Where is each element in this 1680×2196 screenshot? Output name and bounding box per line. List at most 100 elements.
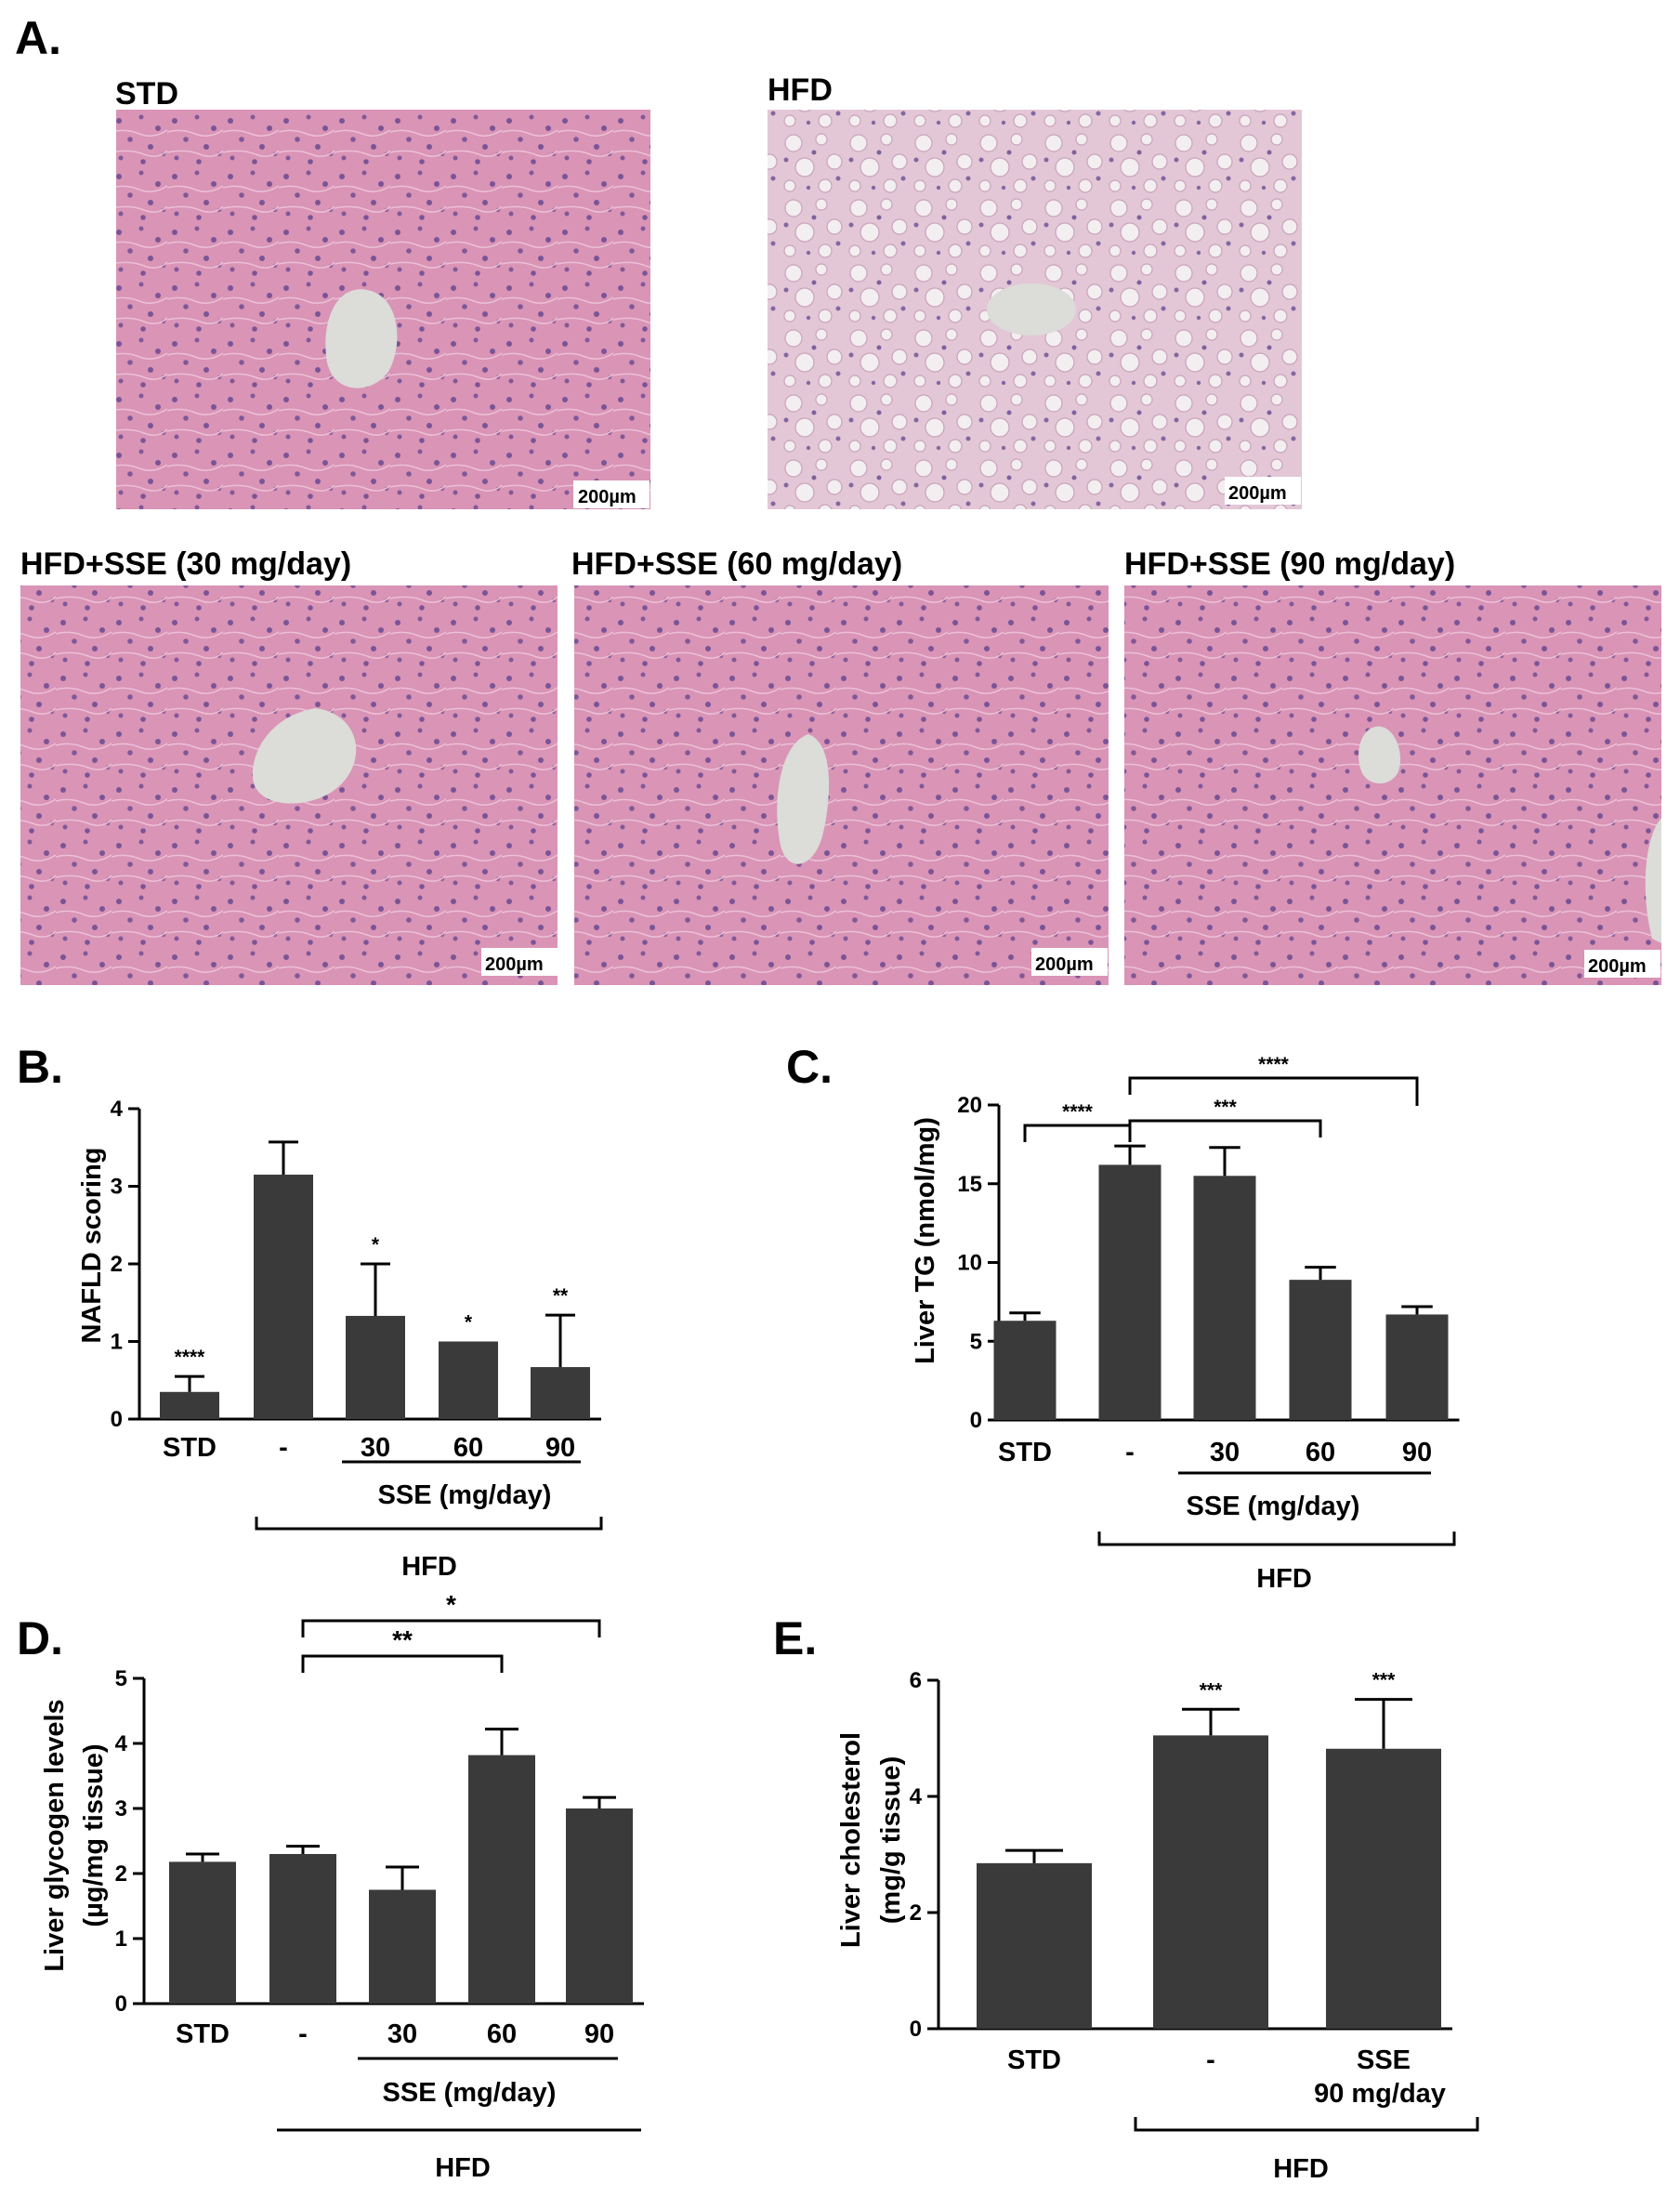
chart-b-category-label: - [279, 1433, 288, 1463]
chart-b-significance-label: ** [553, 1285, 569, 1307]
panel-e-category-sub: 90 mg/day [1314, 2079, 1446, 2109]
chart-e-category-label: - [1206, 2045, 1215, 2075]
panel-e: E. Liver cholesterol (mg/g tissue) 0 2 4 6 S… [773, 1612, 1479, 2184]
chart-b-y-tick-label: 1 [111, 1330, 123, 1355]
chart-d-comparison-bracket [301, 1654, 504, 1673]
chart-b-y-tick-label: 4 [111, 1097, 124, 1122]
chart-e-bar [1153, 1735, 1268, 2029]
chart-b-bar [346, 1315, 405, 1419]
chart-b-bar [531, 1367, 590, 1419]
chart-c-comparison-label: *** [1214, 1097, 1237, 1118]
chart-c-comparison-bracket [1023, 1124, 1132, 1142]
central-vein [252, 708, 357, 804]
chart-c-bar [993, 1321, 1057, 1420]
chart-c-y-tick-label: 15 [957, 1172, 982, 1197]
scalebar-box [1584, 950, 1660, 978]
scalebar-box [1031, 948, 1108, 976]
chart-d-category-label: 60 [487, 2019, 517, 2049]
chart-b-category-label: STD [163, 1433, 217, 1463]
chart-c-comparison-bracket [1128, 1119, 1322, 1137]
panel-b-sse-label: SSE (mg/day) [378, 1480, 552, 1510]
chart-d-y-tick-label: 4 [115, 1731, 128, 1756]
chart-c-y-tick-label: 0 [970, 1408, 982, 1433]
chart-e-y-tick-label: 0 [910, 2017, 922, 2042]
panel-d: D. Liver glycogen levels (µg/mg tissue) … [17, 1590, 644, 2183]
micrograph-std: STD 200µm [115, 76, 650, 509]
chart-d-bar [468, 1755, 535, 2004]
panel-b-letter: B. [17, 1041, 63, 1093]
panel-d-letter: D. [17, 1612, 63, 1664]
panel-e-y-axis-label-line2: (mg/g tissue) [876, 1756, 906, 1924]
chart-c-bar [1193, 1176, 1256, 1420]
central-vein [1358, 726, 1401, 784]
chart-c-bar [1385, 1314, 1449, 1420]
panel-d-y-axis-label-line2: (µg/mg tissue) [79, 1743, 109, 1926]
panel-b-y-axis-label: NAFLD scoring [77, 1147, 107, 1343]
panel-e-hfd-label: HFD [1273, 2154, 1329, 2184]
panel-c: C. Liver TG (nmol/mg) 0 5 10 15 20 STD - 30 60 90… [786, 1041, 1460, 1594]
panel-a: A. STD 200µm HFD 200µm HFD+SSE (30 mg/da… [15, 12, 1661, 985]
panel-c-letter: C. [786, 1041, 833, 1093]
chart-d-bar [169, 1861, 236, 2004]
micrograph-title-sse-60: HFD+SSE (60 mg/day) [571, 546, 902, 582]
scalebar-box [573, 480, 650, 508]
micrograph-title-sse-90: HFD+SSE (90 mg/day) [1124, 546, 1455, 582]
chart-b-bar [439, 1341, 498, 1419]
chart-b-significance-label: * [465, 1312, 473, 1334]
chart-e-category-label: SSE [1357, 2045, 1411, 2075]
central-vein [987, 283, 1076, 335]
panel-d-sse-label: SSE (mg/day) [383, 2078, 557, 2108]
chart-d-category-label: STD [176, 2019, 230, 2049]
chart-d-comparison-label: * [446, 1590, 456, 1619]
chart-d-bar [269, 1854, 336, 2004]
chart-e-y-tick-label: 4 [910, 1784, 923, 1809]
micrograph-hfd: HFD 200µm [768, 72, 1302, 509]
chart-c-category-label: 90 [1402, 1438, 1432, 1467]
chart-c-comparison-label: **** [1062, 1101, 1094, 1123]
edge-vessel [1645, 818, 1661, 943]
micrograph-sse-90-tissue [1124, 585, 1661, 985]
scalebar-box [1225, 477, 1301, 505]
chart-d-y-tick-label: 5 [115, 1666, 127, 1691]
chart-c-y-tick-label: 10 [957, 1251, 982, 1276]
chart-e-significance-label: *** [1372, 1670, 1396, 1691]
chart-b-bar [254, 1174, 313, 1419]
chart-c-comparison-bracket [1128, 1076, 1419, 1106]
chart-e-category-label: STD [1007, 2045, 1061, 2075]
chart-c-category-label: STD [998, 1438, 1052, 1467]
chart-e-bar [1326, 1748, 1441, 2029]
panel-c-y-axis-label: Liver TG (nmol/mg) [911, 1117, 940, 1364]
central-vein [325, 289, 398, 388]
panel-d-hfd-label: HFD [435, 2153, 491, 2183]
chart-e-plot: 0 2 4 6 STD - *** SSE *** [910, 1668, 1452, 2075]
chart-c-category-label: - [1125, 1438, 1135, 1467]
chart-b-significance-label: **** [175, 1347, 206, 1368]
panel-b-hfd-label: HFD [401, 1552, 457, 1582]
scalebar-label: 200µm [578, 487, 637, 507]
chart-e-significance-label: *** [1200, 1679, 1223, 1701]
chart-b-bar [160, 1391, 219, 1419]
panel-a-letter: A. [15, 12, 61, 64]
chart-b-category-label: 30 [361, 1433, 390, 1463]
panel-c-hfd-label: HFD [1256, 1564, 1312, 1594]
chart-c-bar [1098, 1164, 1162, 1420]
chart-d-y-tick-label: 1 [115, 1926, 127, 1952]
panel-c-hfd-bracket [1097, 1532, 1456, 1546]
panel-e-letter: E. [773, 1612, 817, 1664]
micrograph-title-hfd: HFD [768, 72, 833, 108]
chart-e-bar [977, 1862, 1092, 2029]
chart-b-significance-label: * [372, 1234, 380, 1256]
chart-d-y-tick-label: 2 [115, 1861, 127, 1887]
chart-b-category-label: 90 [545, 1433, 575, 1463]
chart-b-y-tick-label: 3 [111, 1175, 123, 1200]
chart-b-y-tick-label: 0 [111, 1407, 123, 1432]
chart-e-y-tick-label: 2 [910, 1900, 922, 1926]
scalebar-label: 200µm [1588, 956, 1647, 977]
panel-e-y-axis-label-line1: Liver cholesterol [836, 1732, 866, 1948]
scalebar-label: 200µm [1035, 954, 1094, 975]
chart-c-category-label: 60 [1306, 1438, 1335, 1467]
panel-c-sse-label: SSE (mg/day) [1187, 1492, 1360, 1521]
chart-d-bar [369, 1889, 436, 2004]
